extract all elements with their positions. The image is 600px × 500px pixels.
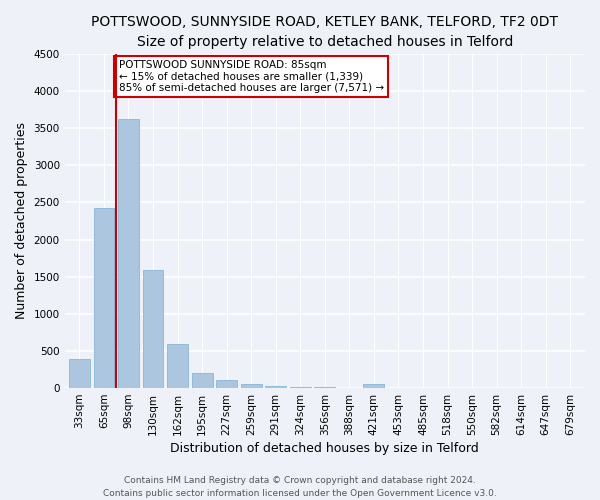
Bar (143, 270, 163, 388)
Bar (191, 373, 212, 388)
Text: POTTSWOOD SUNNYSIDE ROAD: 85sqm
← 15% of detached houses are smaller (1,339)
85%: POTTSWOOD SUNNYSIDE ROAD: 85sqm ← 15% of… (119, 60, 384, 93)
Bar (241, 384, 262, 388)
Bar (118, 119, 139, 388)
Bar (364, 384, 385, 388)
Bar (94, 208, 115, 388)
Bar (69, 359, 90, 388)
Bar (216, 380, 237, 388)
Bar (265, 386, 286, 388)
Text: Contains HM Land Registry data © Crown copyright and database right 2024.
Contai: Contains HM Land Registry data © Crown c… (103, 476, 497, 498)
Bar (167, 344, 188, 388)
Y-axis label: Number of detached properties: Number of detached properties (15, 122, 28, 320)
Title: POTTSWOOD, SUNNYSIDE ROAD, KETLEY BANK, TELFORD, TF2 0DT
Size of property relati: POTTSWOOD, SUNNYSIDE ROAD, KETLEY BANK, … (91, 15, 559, 48)
Bar (290, 387, 311, 388)
X-axis label: Distribution of detached houses by size in Telford: Distribution of detached houses by size … (170, 442, 479, 455)
